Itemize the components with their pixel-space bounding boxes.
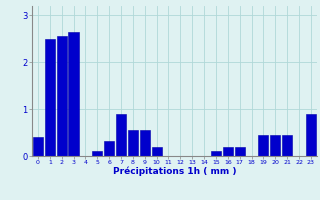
Bar — [152, 147, 162, 156]
Bar — [68, 32, 79, 156]
Bar — [92, 151, 102, 156]
Bar — [140, 130, 150, 156]
Bar — [306, 114, 316, 156]
Bar — [282, 135, 292, 156]
Bar — [235, 147, 245, 156]
Bar — [270, 135, 280, 156]
Bar — [104, 141, 114, 156]
Bar — [116, 114, 126, 156]
Bar — [223, 147, 233, 156]
Bar — [258, 135, 268, 156]
X-axis label: Précipitations 1h ( mm ): Précipitations 1h ( mm ) — [113, 167, 236, 176]
Bar — [57, 36, 67, 156]
Bar — [128, 130, 138, 156]
Bar — [45, 39, 55, 156]
Bar — [33, 137, 43, 156]
Bar — [211, 151, 221, 156]
